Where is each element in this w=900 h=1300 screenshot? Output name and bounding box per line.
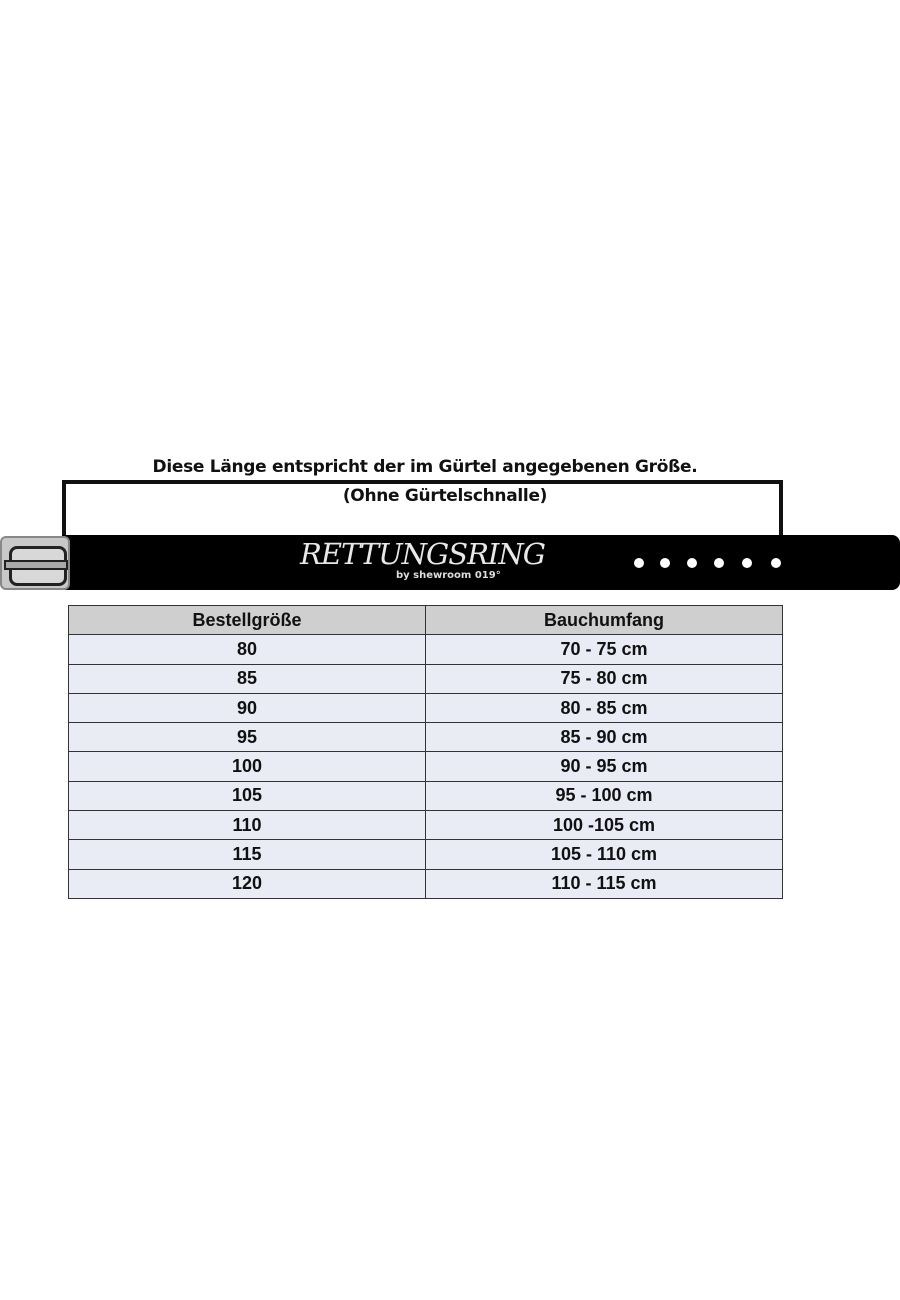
table-header-row: Bestellgröße Bauchumfang (68, 604, 783, 636)
size-cell: 85 (68, 663, 426, 694)
brand-logo-sub: by shewroom 019° (396, 570, 501, 581)
belt-illustration (62, 535, 900, 590)
header-waist: Bauchumfang (425, 604, 783, 636)
waist-cell: 90 - 95 cm (425, 751, 783, 782)
waist-cell: 75 - 80 cm (425, 663, 783, 694)
waist-cell: 80 - 85 cm (425, 692, 783, 724)
size-cell: 95 (68, 722, 426, 753)
table-row: 115 105 - 110 cm (68, 839, 783, 870)
table-row: 95 85 - 90 cm (68, 722, 783, 753)
table-row: 100 90 - 95 cm (68, 751, 783, 782)
header-order-size: Bestellgröße (68, 604, 426, 636)
belt-hole-icon (687, 558, 697, 568)
size-cell: 90 (68, 692, 426, 724)
table-row: 90 80 - 85 cm (68, 692, 783, 724)
table-row: 80 70 - 75 cm (68, 634, 783, 665)
waist-cell: 95 - 100 cm (425, 780, 783, 812)
waist-cell: 110 - 115 cm (425, 868, 783, 899)
waist-cell: 105 - 110 cm (425, 839, 783, 870)
size-cell: 115 (68, 839, 426, 870)
table-row: 120 110 - 115 cm (68, 868, 783, 899)
waist-cell: 85 - 90 cm (425, 722, 783, 753)
belt-buckle-icon (0, 536, 70, 590)
table-row: 105 95 - 100 cm (68, 780, 783, 812)
belt-hole-icon (660, 558, 670, 568)
length-bracket (62, 480, 783, 535)
buckle-note: (Ohne Gürtelschnalle) (342, 486, 548, 506)
size-cell: 80 (68, 634, 426, 665)
belt-hole-icon (771, 558, 781, 568)
waist-cell: 100 -105 cm (425, 810, 783, 841)
size-cell: 100 (68, 751, 426, 782)
table-row: 85 75 - 80 cm (68, 663, 783, 694)
belt-hole-icon (714, 558, 724, 568)
table-row: 110 100 -105 cm (68, 810, 783, 841)
size-cell: 110 (68, 810, 426, 841)
length-caption: Diese Länge entspricht der im Gürtel ang… (152, 457, 698, 477)
belt-hole-icon (742, 558, 752, 568)
size-table: Bestellgröße Bauchumfang 80 70 - 75 cm 85 7… (68, 604, 783, 899)
waist-cell: 70 - 75 cm (425, 634, 783, 665)
belt-hole-icon (634, 558, 644, 568)
size-cell: 105 (68, 780, 426, 812)
size-cell: 120 (68, 868, 426, 899)
brand-logo: RETTUNGSRING (300, 537, 546, 571)
